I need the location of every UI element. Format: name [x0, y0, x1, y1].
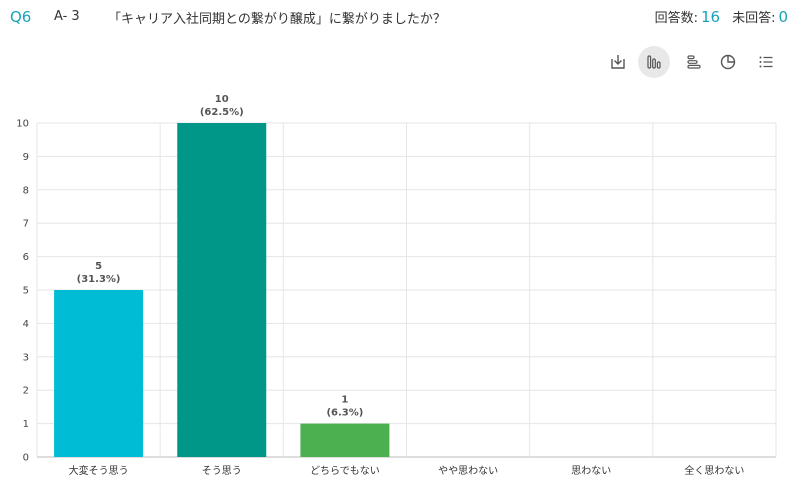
bar-chart-icon	[647, 55, 661, 69]
y-tick-label: 7	[23, 219, 29, 230]
y-tick-label: 10	[16, 119, 29, 130]
bar-value-label: 10	[215, 94, 229, 105]
x-category-label: やや思わない	[438, 465, 498, 477]
bar-percent-label: (31.3%)	[77, 274, 121, 285]
question-code: A- 3	[54, 9, 80, 24]
bar-percent-label: (6.3%)	[326, 408, 363, 419]
x-category-label: どちらでもない	[310, 465, 380, 477]
y-tick-label: 4	[23, 319, 29, 330]
answered-label: 回答数:	[654, 11, 698, 26]
download-button[interactable]	[602, 46, 634, 78]
pie-chart-icon	[720, 54, 736, 70]
bar-1	[54, 290, 144, 457]
bar-2	[177, 123, 267, 457]
y-tick-label: 9	[23, 152, 29, 163]
x-category-label: 大変そう思う	[69, 464, 129, 477]
y-tick-label: 8	[23, 185, 29, 196]
bar-percent-label: (62.5%)	[200, 107, 244, 118]
y-tick-label: 5	[23, 286, 29, 297]
y-tick-label: 6	[23, 252, 29, 263]
pie-chart-view-button[interactable]	[712, 46, 744, 78]
question-header: Q6 A- 3 「キャリア入社同期との繋がり醸成」に繋がりましたか？ 回答数: 1…	[0, 0, 796, 36]
horizontal-bar-view-button[interactable]	[678, 46, 710, 78]
bar-value-label: 1	[341, 395, 348, 406]
question-number: Q6	[10, 8, 32, 26]
question-title: 「キャリア入社同期との繋がり醸成」に繋がりましたか？	[108, 12, 446, 27]
list-view-button[interactable]	[750, 46, 782, 78]
response-counts: 回答数: 16 未回答: 0	[655, 7, 788, 26]
y-tick-label: 2	[23, 386, 29, 397]
x-category-label: そう思う	[202, 465, 242, 477]
bar-chart-view-button[interactable]	[638, 46, 670, 78]
unanswered-count: 0	[778, 8, 788, 26]
answered-count: 16	[700, 8, 721, 26]
chart-toolbar	[600, 44, 790, 80]
horizontal-bar-icon	[687, 55, 701, 69]
unanswered-label: 未回答:	[732, 11, 776, 26]
y-tick-label: 0	[23, 453, 29, 464]
bar-3	[300, 423, 390, 457]
bar-value-label: 5	[95, 261, 102, 272]
x-category-label: 思わない	[571, 465, 611, 477]
list-icon	[759, 56, 773, 68]
y-tick-label: 3	[23, 352, 29, 363]
y-tick-label: 1	[23, 419, 29, 430]
x-category-label: 全く思わない	[684, 464, 744, 477]
download-icon	[611, 55, 625, 69]
